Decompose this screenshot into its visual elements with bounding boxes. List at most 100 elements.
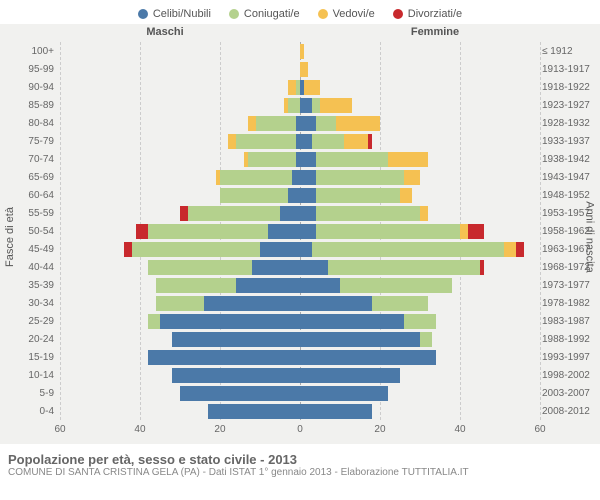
segment-divorziati [468, 224, 484, 239]
segment-celibi [300, 332, 420, 347]
segment-divorziati [136, 224, 148, 239]
legend-label: Vedovi/e [333, 8, 375, 20]
segment-vedovi [248, 116, 256, 131]
female-bar [300, 80, 540, 95]
segment-celibi [292, 170, 300, 185]
pyramid-row: 25-291983-1987 [60, 312, 540, 330]
segment-coniugati [328, 260, 480, 275]
age-label: 25-29 [2, 316, 54, 327]
segment-coniugati [248, 152, 296, 167]
segment-coniugati [316, 116, 336, 131]
chart-footer: Popolazione per età, sesso e stato civil… [0, 444, 600, 484]
male-bar [60, 224, 300, 239]
segment-divorziati [124, 242, 132, 257]
segment-celibi [300, 404, 372, 419]
age-label: 90-94 [2, 82, 54, 93]
segment-coniugati [156, 296, 204, 311]
x-tick-label: 20 [214, 424, 225, 435]
legend-swatch [393, 9, 403, 19]
birth-year-label: 1988-1992 [542, 334, 598, 345]
birth-year-label: 2003-2007 [542, 388, 598, 399]
female-bar [300, 224, 540, 239]
age-label: 5-9 [2, 388, 54, 399]
segment-celibi [300, 224, 316, 239]
age-label: 35-39 [2, 280, 54, 291]
female-bar [300, 314, 540, 329]
female-bar [300, 332, 540, 347]
segment-vedovi [504, 242, 516, 257]
x-tick-label: 60 [534, 424, 545, 435]
segment-celibi [300, 260, 328, 275]
male-bar [60, 404, 300, 419]
birth-year-label: 2008-2012 [542, 406, 598, 417]
x-tick-label: 40 [454, 424, 465, 435]
segment-celibi [300, 296, 372, 311]
segment-coniugati [340, 278, 452, 293]
segment-celibi [288, 188, 300, 203]
age-label: 0-4 [2, 406, 54, 417]
segment-coniugati [312, 242, 504, 257]
male-bar [60, 98, 300, 113]
segment-coniugati [316, 152, 388, 167]
segment-celibi [300, 278, 340, 293]
segment-coniugati [316, 170, 404, 185]
legend-label: Divorziati/e [408, 8, 462, 20]
female-bar [300, 62, 540, 77]
segment-coniugati [256, 116, 296, 131]
age-label: 70-74 [2, 154, 54, 165]
segment-celibi [300, 152, 316, 167]
male-header: Maschi [0, 26, 300, 38]
segment-celibi [252, 260, 300, 275]
female-bar [300, 278, 540, 293]
male-bar [60, 152, 300, 167]
age-label: 85-89 [2, 100, 54, 111]
female-bar [300, 260, 540, 275]
male-bar [60, 206, 300, 221]
male-bar [60, 296, 300, 311]
birth-year-label: 1933-1937 [542, 136, 598, 147]
age-label: 50-54 [2, 226, 54, 237]
age-label: 60-64 [2, 190, 54, 201]
female-bar [300, 242, 540, 257]
x-tick-label: 0 [297, 424, 303, 435]
segment-celibi [148, 350, 300, 365]
pyramid-row: 10-141998-2002 [60, 366, 540, 384]
segment-vedovi [300, 44, 304, 59]
age-label: 40-44 [2, 262, 54, 273]
age-label: 30-34 [2, 298, 54, 309]
segment-celibi [204, 296, 300, 311]
female-bar [300, 404, 540, 419]
age-label: 95-99 [2, 64, 54, 75]
male-bar [60, 116, 300, 131]
legend-item: Divorziati/e [393, 8, 462, 20]
segment-coniugati [148, 260, 252, 275]
female-bar [300, 206, 540, 221]
x-tick-label: 20 [374, 424, 385, 435]
segment-coniugati [156, 278, 236, 293]
chart-title: Popolazione per età, sesso e stato civil… [8, 452, 592, 467]
segment-celibi [300, 206, 316, 221]
legend-label: Celibi/Nubili [153, 8, 211, 20]
birth-year-label: 1968-1972 [542, 262, 598, 273]
pyramid-row: 60-641948-1952 [60, 186, 540, 204]
male-bar [60, 260, 300, 275]
segment-coniugati [312, 134, 344, 149]
age-label: 45-49 [2, 244, 54, 255]
segment-vedovi [344, 134, 368, 149]
segment-coniugati [236, 134, 296, 149]
segment-coniugati [316, 224, 460, 239]
chart-subtitle: COMUNE DI SANTA CRISTINA GELA (PA) - Dat… [8, 467, 592, 478]
legend-item: Coniugati/e [229, 8, 300, 20]
pyramid-row: 15-191993-1997 [60, 348, 540, 366]
female-bar [300, 296, 540, 311]
segment-celibi [300, 350, 436, 365]
age-label: 20-24 [2, 334, 54, 345]
grid-line [540, 42, 541, 420]
birth-year-label: 1928-1932 [542, 118, 598, 129]
birth-year-label: 1963-1967 [542, 244, 598, 255]
male-bar [60, 170, 300, 185]
segment-vedovi [304, 80, 320, 95]
x-tick-label: 60 [54, 424, 65, 435]
male-bar [60, 44, 300, 59]
segment-celibi [300, 116, 316, 131]
